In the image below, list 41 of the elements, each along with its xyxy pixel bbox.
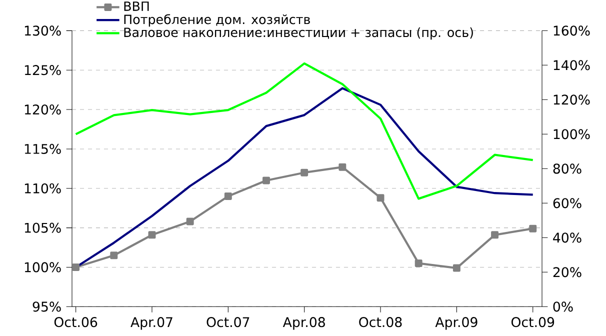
y2-tick-label: 40%	[553, 232, 582, 243]
point	[110, 252, 118, 260]
point	[262, 176, 270, 184]
y2-tick-label: 140%	[554, 60, 590, 70]
y2-tick-label: 0%	[553, 302, 573, 312]
x-tick-label: Oct.08	[359, 317, 402, 328]
y-tick-label: 120%	[24, 104, 61, 115]
legend-label: ВВП	[124, 2, 149, 11]
point	[491, 231, 499, 239]
y2-tick-label: 20%	[553, 267, 582, 278]
y-tick-label: 110%	[24, 183, 61, 194]
x-tick-label: Oct.07	[206, 317, 250, 328]
y-tick-label: 125%	[24, 65, 61, 76]
point	[148, 231, 156, 239]
y2-tick-label: 160%	[554, 26, 590, 36]
point	[414, 260, 422, 268]
legend-label: Потребление дом. хозяйств	[124, 14, 310, 27]
x-tick-label: Oct.06	[54, 317, 98, 328]
line-series	[74, 62, 534, 200]
y-tick-label: 115%	[24, 144, 61, 154]
legend-label: Валовое накопление:инвестиции + запасы (пр. ось)	[124, 27, 473, 40]
point	[300, 168, 308, 176]
x-tick-label: Oct.09	[511, 317, 554, 328]
y2-tick-label: 80%	[553, 164, 582, 174]
point	[224, 192, 232, 200]
point	[529, 224, 537, 232]
y2-tick-label: 100%	[554, 129, 590, 140]
x-tick-label: Apr.09	[435, 317, 478, 330]
point	[186, 218, 194, 226]
y-tick-label: 130%	[24, 26, 61, 36]
point	[72, 264, 80, 271]
y2-tick-label: 60%	[553, 198, 582, 208]
x-tick-label: Apr.07	[130, 317, 172, 330]
point	[338, 163, 346, 171]
point	[376, 194, 384, 202]
x-tick-label: Apr.08	[282, 317, 325, 330]
y-tick-label: 100%	[24, 262, 61, 272]
y2-tick-label: 120%	[554, 94, 590, 105]
y-tick-label: 105%	[24, 222, 61, 233]
point	[452, 264, 460, 272]
y-tick-label: 95%	[32, 302, 61, 312]
